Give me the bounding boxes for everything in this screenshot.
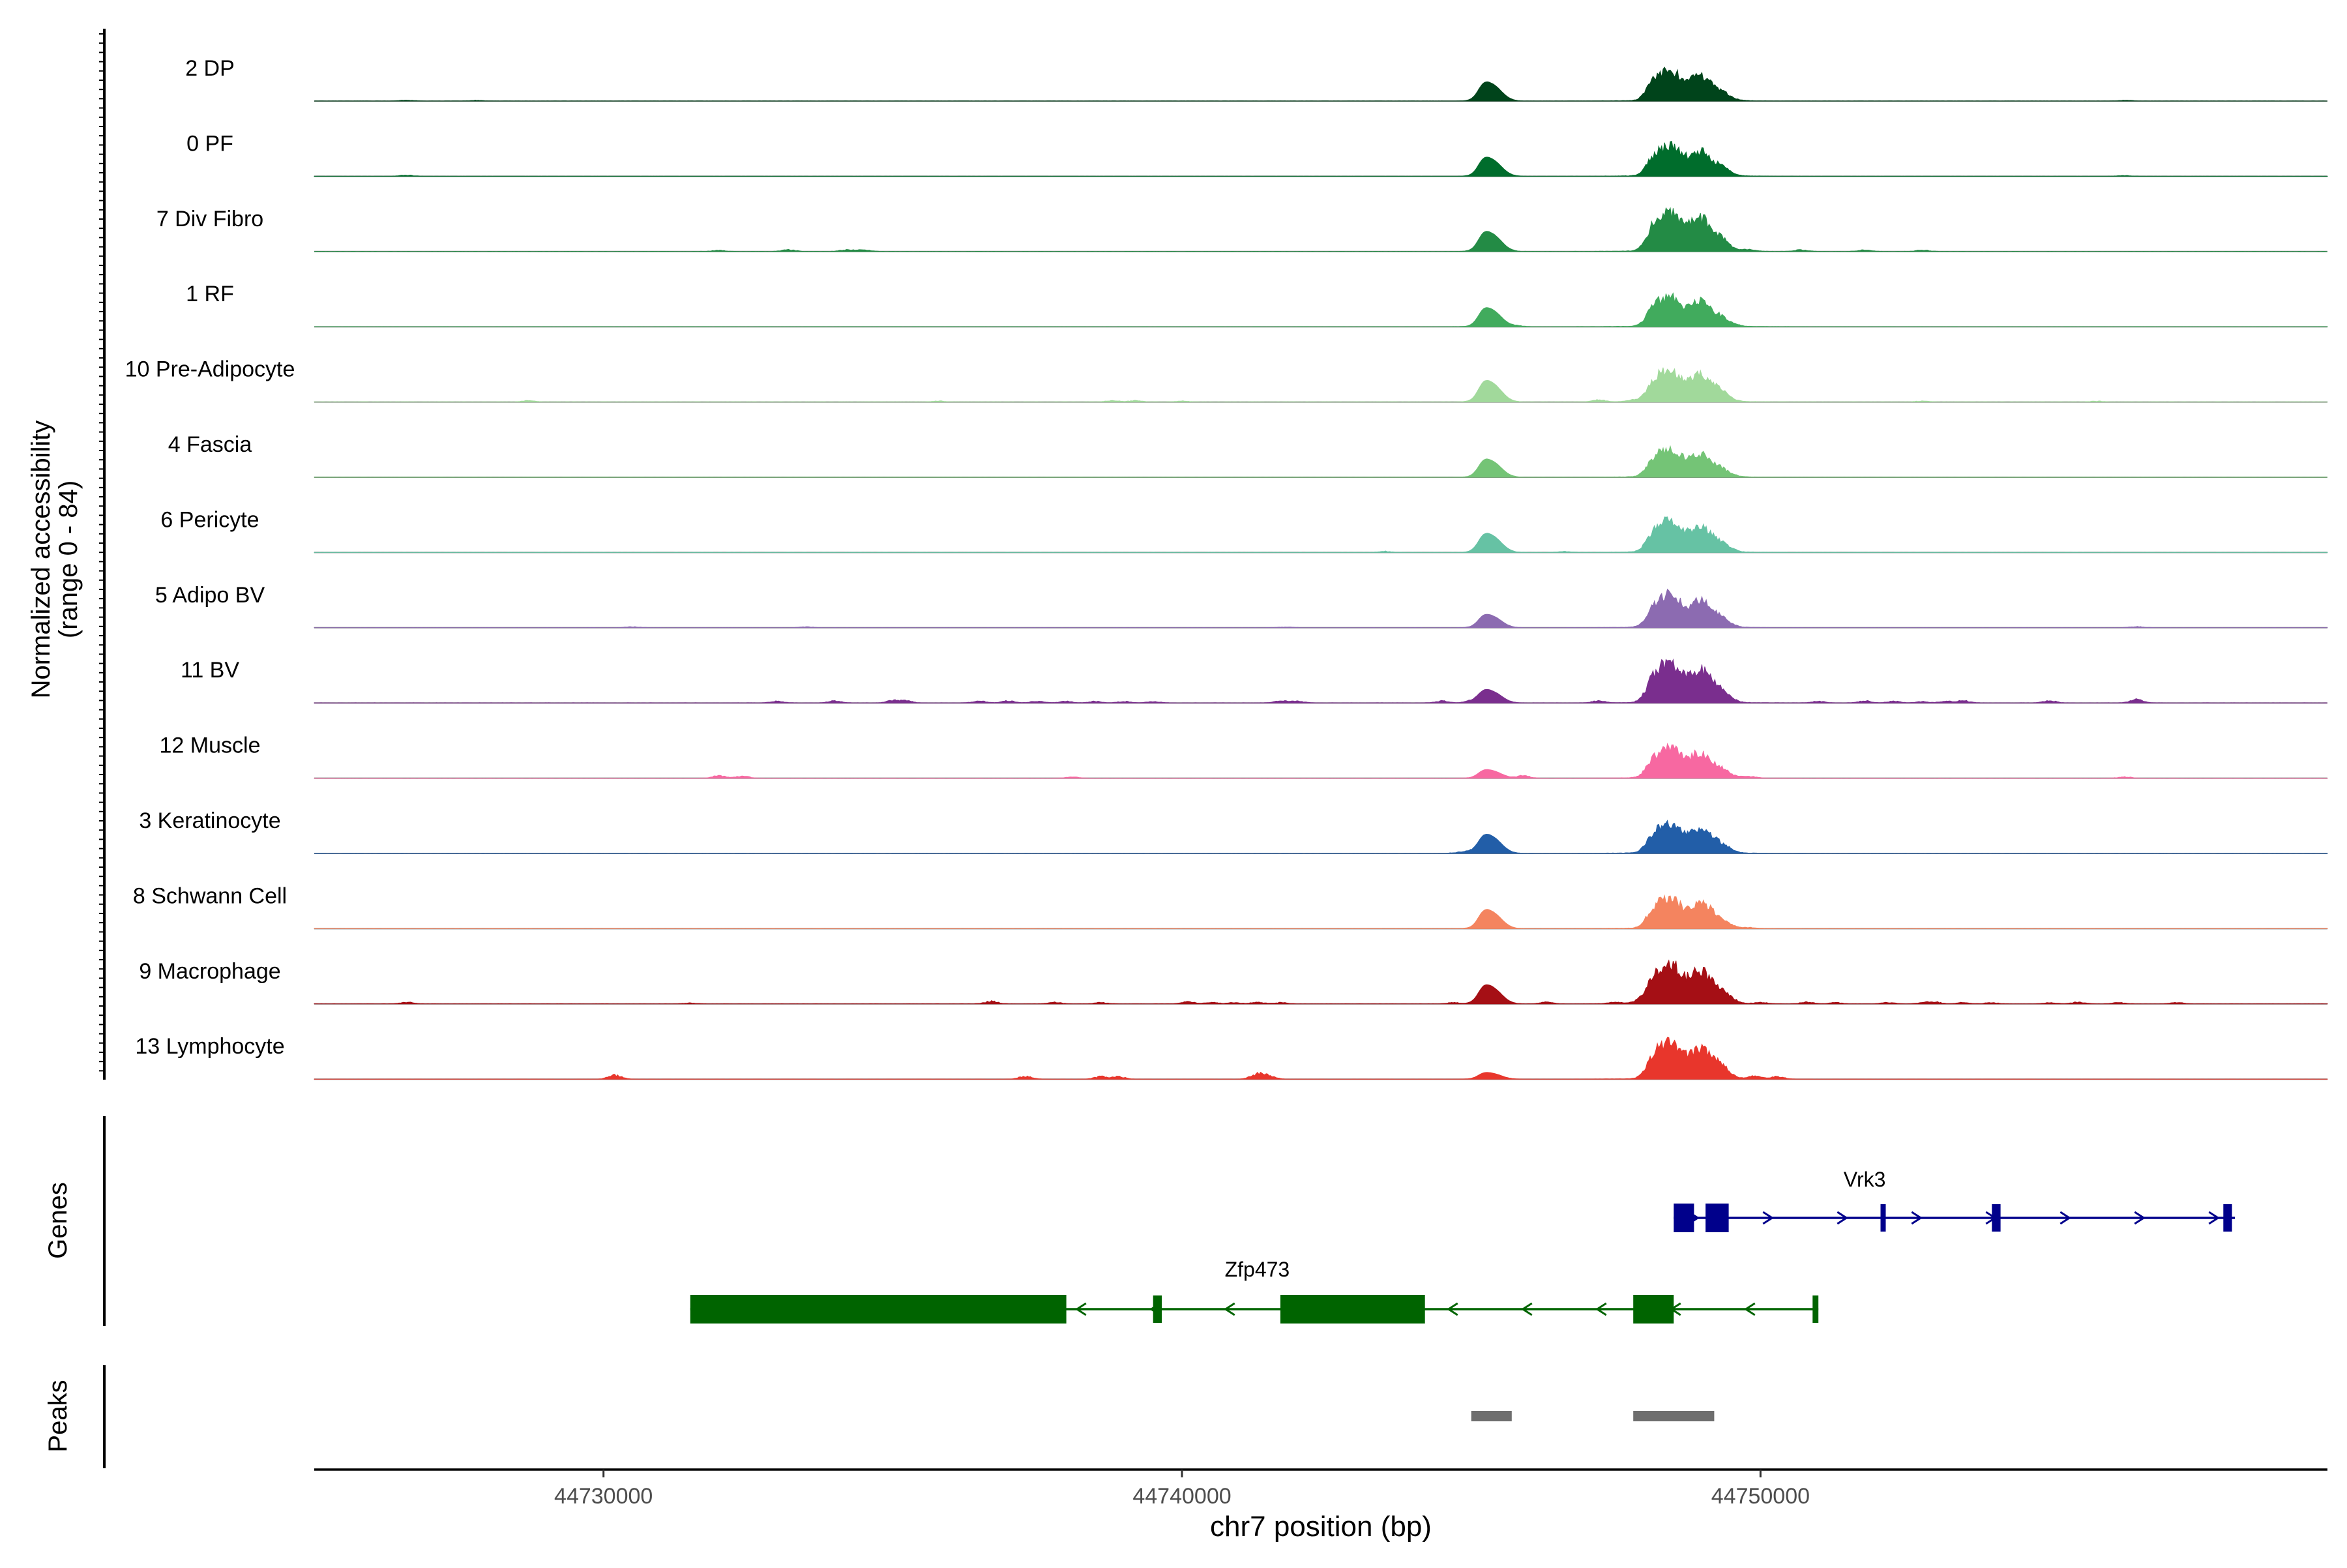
- strand-arrow: [1595, 1302, 1607, 1316]
- track-5-adipo-bv: 5 Adipo BV: [155, 583, 2328, 629]
- gene-exon: [1812, 1295, 1819, 1323]
- peak-region: [1471, 1411, 1512, 1421]
- coverage-area: [314, 292, 2328, 327]
- track-label: 5 Adipo BV: [155, 583, 265, 608]
- track-label: 2 DP: [185, 56, 235, 81]
- coverage-area: [314, 67, 2327, 102]
- strand-arrow: [1447, 1302, 1458, 1316]
- gene-exon: [1705, 1204, 1729, 1232]
- coverage-area: [314, 894, 2328, 929]
- x-tick-label: 44750000: [1711, 1484, 1810, 1509]
- coverage-area: [314, 588, 2328, 629]
- x-axis-title: chr7 position (bp): [1210, 1511, 1432, 1543]
- track-11-bv: 11 BV: [181, 658, 2328, 704]
- gene-vrk3: Vrk3: [1674, 1168, 2236, 1232]
- strand-arrow: [2208, 1211, 2221, 1225]
- track-label: 0 PF: [186, 131, 233, 156]
- track-label: 12 Muscle: [160, 733, 261, 758]
- track-9-macrophage: 9 Macrophage: [139, 959, 2328, 1005]
- peak-track: [1471, 1411, 1715, 1421]
- gene-exon: [1153, 1295, 1162, 1323]
- track-label: 4 Fascia: [168, 432, 252, 457]
- coverage-area: [314, 959, 2328, 1005]
- gene-exon: [1880, 1204, 1886, 1232]
- strand-arrow: [1744, 1302, 1756, 1316]
- coverage-area: [314, 140, 2328, 177]
- x-tick-label: 44740000: [1132, 1484, 1231, 1509]
- y-axis-title-line2: (range 0 - 84): [54, 481, 83, 638]
- track-label: 10 Pre-Adipocyte: [125, 357, 295, 382]
- track-13-lymphocyte: 13 Lymphocyte: [135, 1034, 2328, 1080]
- track-label: 3 Keratinocyte: [139, 808, 280, 833]
- track-label: 11 BV: [181, 658, 239, 683]
- track-label: 6 Pericyte: [160, 507, 259, 532]
- strand-arrow: [1762, 1211, 1775, 1225]
- track-label: 7 Div Fibro: [156, 207, 263, 231]
- peaks-track-label: Peaks: [44, 1380, 72, 1452]
- track-0-pf: 0 PF: [186, 131, 2328, 177]
- track-label: 1 RF: [186, 282, 234, 306]
- strand-arrow: [2059, 1211, 2072, 1225]
- track-4-fascia: 4 Fascia: [168, 432, 2328, 478]
- strand-arrow: [1837, 1211, 1849, 1225]
- track-1-rf: 1 RF: [186, 282, 2328, 328]
- genes-track-label: Genes: [44, 1182, 72, 1259]
- track-6-pericyte: 6 Pericyte: [160, 507, 2328, 554]
- coverage-tracks: 2 DP 0 PF 7 Div Fibro 1 RF 10 Pre-Adipocyte 4…: [125, 56, 2328, 1080]
- strand-arrow: [1075, 1302, 1087, 1316]
- x-tick-label: 44730000: [554, 1484, 653, 1509]
- gene-exon: [1280, 1295, 1425, 1324]
- strand-arrow: [1224, 1302, 1235, 1316]
- track-label: 8 Schwann Cell: [133, 883, 287, 908]
- gene-exon: [2223, 1204, 2232, 1232]
- track-7-div-fibro: 7 Div Fibro: [156, 207, 2328, 252]
- gene-exon: [690, 1295, 1067, 1324]
- coverage-area: [314, 1037, 2328, 1080]
- coverage-area: [314, 820, 2328, 854]
- track-8-schwann-cell: 8 Schwann Cell: [133, 883, 2328, 930]
- gene-exon: [1674, 1204, 1694, 1232]
- coverage-area: [314, 743, 2328, 779]
- strand-arrow: [1911, 1211, 1923, 1225]
- gene-name-label: Zfp473: [1225, 1258, 1290, 1281]
- gene-track: Vrk3 Zfp473: [690, 1168, 2236, 1324]
- track-12-muscle: 12 Muscle: [160, 733, 2328, 779]
- track-3-keratinocyte: 3 Keratinocyte: [139, 808, 2328, 854]
- gene-name-label: Vrk3: [1844, 1168, 1886, 1191]
- coverage-y-axis-ticks: [99, 33, 104, 1072]
- strand-arrow: [2134, 1211, 2146, 1225]
- track-label: 9 Macrophage: [139, 959, 280, 984]
- track-10-pre-adipocyte: 10 Pre-Adipocyte: [125, 357, 2328, 403]
- gene-zfp473: Zfp473: [690, 1258, 1819, 1324]
- coverage-area: [314, 367, 2328, 403]
- coverage-area: [314, 516, 2328, 553]
- coverage-area: [314, 445, 2328, 478]
- gene-exon: [1633, 1295, 1674, 1324]
- gene-exon: [1992, 1204, 2001, 1232]
- track-label: 13 Lymphocyte: [135, 1034, 284, 1059]
- strand-arrow: [1521, 1302, 1533, 1316]
- track-2-dp: 2 DP: [185, 56, 2327, 102]
- coverage-area: [314, 658, 2328, 703]
- coverage-area: [314, 207, 2328, 252]
- peak-region: [1633, 1411, 1715, 1421]
- x-axis-ticks: 44730000 44740000 44750000: [554, 1470, 1810, 1509]
- y-axis-title-line1: Normalized accessibility: [27, 421, 55, 699]
